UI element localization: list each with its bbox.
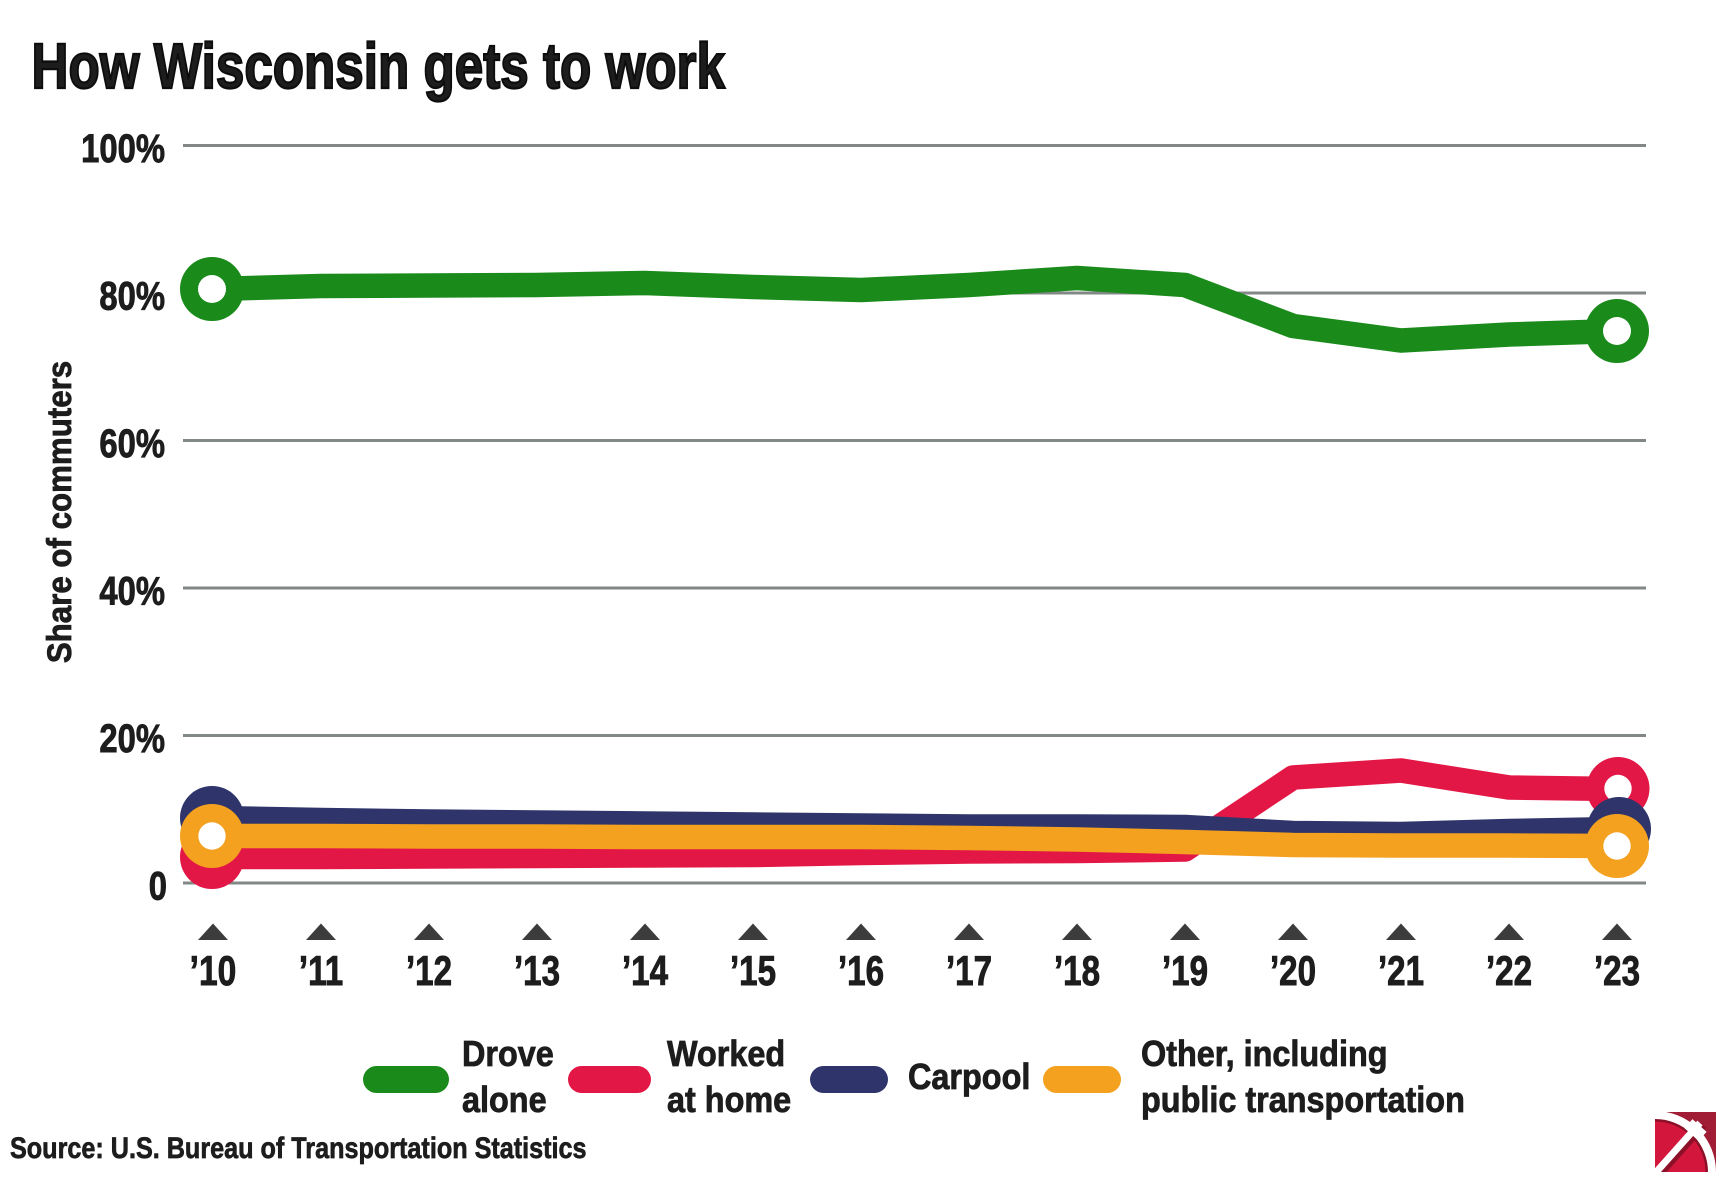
svg-text:60%: 60%	[99, 421, 165, 466]
svg-text:’11: ’11	[299, 948, 343, 995]
svg-text:’21: ’21	[1378, 948, 1424, 995]
svg-text:public transportation: public transportation	[1141, 1080, 1465, 1120]
svg-text:20%: 20%	[99, 716, 165, 761]
svg-text:’10: ’10	[190, 949, 237, 995]
svg-text:’20: ’20	[1270, 948, 1316, 995]
svg-text:0: 0	[149, 863, 167, 908]
svg-text:Drove: Drove	[462, 1034, 554, 1074]
svg-text:at home: at home	[667, 1080, 791, 1120]
svg-text:’12: ’12	[406, 948, 452, 995]
svg-text:80%: 80%	[99, 273, 165, 318]
svg-text:’15: ’15	[730, 948, 776, 995]
svg-text:’22: ’22	[1486, 948, 1532, 995]
svg-text:’18: ’18	[1054, 948, 1100, 995]
svg-text:How Wisconsin gets to work: How Wisconsin gets to work	[32, 32, 726, 103]
svg-text:Share of commuters: Share of commuters	[40, 361, 79, 663]
svg-text:’13: ’13	[514, 948, 560, 995]
svg-text:’23: ’23	[1594, 948, 1640, 995]
svg-text:Carpool: Carpool	[908, 1057, 1030, 1097]
svg-text:alone: alone	[462, 1080, 547, 1120]
svg-text:’16: ’16	[838, 948, 884, 995]
svg-text:’14: ’14	[622, 948, 668, 995]
svg-text:’17: ’17	[946, 948, 992, 995]
svg-text:40%: 40%	[99, 568, 165, 613]
svg-text:100%: 100%	[81, 126, 165, 171]
svg-text:Source: U.S. Bureau of Transpo: Source: U.S. Bureau of Transportation St…	[10, 1131, 587, 1165]
svg-text:Worked: Worked	[667, 1034, 785, 1074]
svg-text:Other, including: Other, including	[1141, 1034, 1388, 1074]
svg-text:’19: ’19	[1162, 948, 1208, 995]
